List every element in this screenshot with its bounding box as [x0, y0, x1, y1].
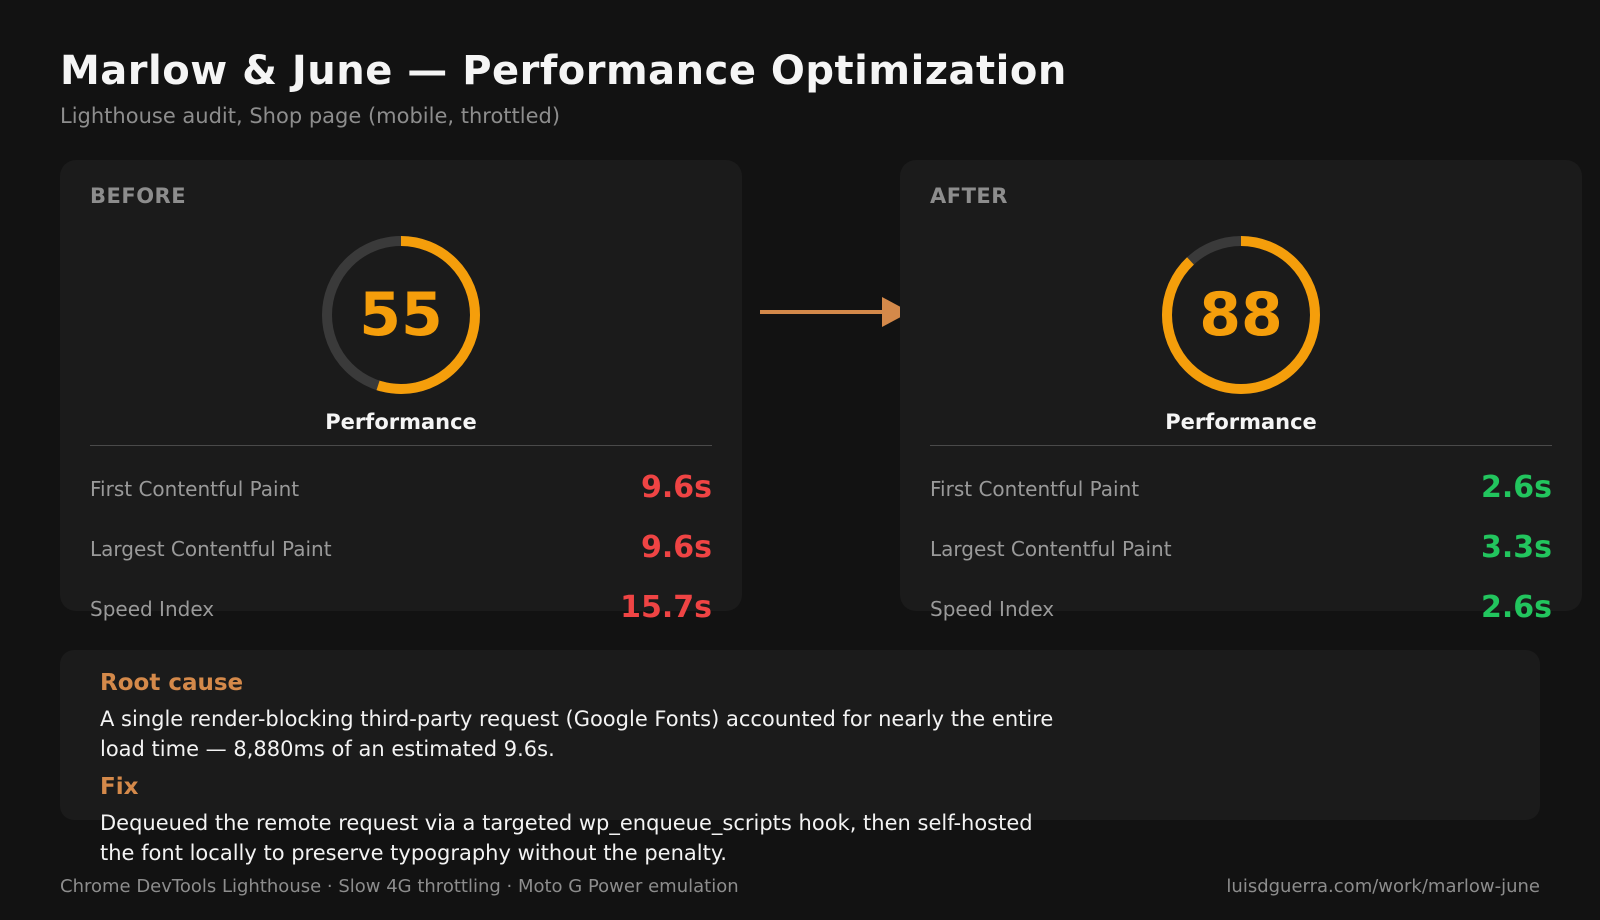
after-label: AFTER: [930, 184, 1008, 208]
root-cause-text: A single render-blocking third-party req…: [100, 707, 1054, 761]
after-score: 88: [1199, 280, 1283, 350]
after-metric-lcp: Largest Contentful Paint 3.3s: [930, 525, 1552, 565]
fix-text: Dequeued the remote request via a target…: [100, 811, 1033, 865]
before-metric-speed-index: Speed Index 15.7s: [90, 585, 712, 625]
before-score-gauge: 55: [316, 230, 486, 400]
metric-value: 9.6s: [640, 470, 712, 505]
metric-value: 9.6s: [640, 530, 712, 565]
after-metric-speed-index: Speed Index 2.6s: [930, 585, 1552, 625]
metric-value: 15.7s: [620, 590, 712, 625]
before-metric-fcp: First Contentful Paint 9.6s: [90, 465, 712, 505]
metric-name: First Contentful Paint: [90, 477, 300, 501]
fix-heading: Fix: [100, 774, 139, 800]
root-cause-heading: Root cause: [100, 670, 244, 696]
before-score: 55: [359, 280, 443, 350]
after-card: AFTER 88 Performance First Contentful Pa…: [900, 160, 1582, 625]
summary-panel: [60, 650, 1540, 820]
footer-source: Chrome DevTools Lighthouse · Slow 4G thr…: [60, 876, 739, 897]
after-score-label: Performance: [1165, 410, 1317, 434]
before-label: BEFORE: [90, 184, 187, 208]
before-divider: [90, 445, 712, 446]
after-metric-fcp: First Contentful Paint 2.6s: [930, 465, 1552, 505]
after-divider: [930, 445, 1552, 446]
metric-name: Largest Contentful Paint: [90, 537, 332, 561]
after-gauge-fill: [1162, 236, 1320, 394]
arrow-right-icon: [760, 297, 910, 327]
page-subtitle: Lighthouse audit, Shop page (mobile, thr…: [60, 104, 561, 128]
metric-name: First Contentful Paint: [930, 477, 1140, 501]
metric-name: Speed Index: [930, 597, 1055, 621]
metric-value: 3.3s: [1480, 530, 1552, 565]
metric-name: Largest Contentful Paint: [930, 537, 1172, 561]
before-score-label: Performance: [325, 410, 477, 434]
after-score-gauge: 88: [1156, 230, 1326, 400]
metric-value: 2.6s: [1480, 590, 1552, 625]
before-gauge-ring: [322, 236, 480, 394]
after-gauge-ring: [1162, 236, 1320, 394]
before-gauge-fill: [322, 236, 480, 394]
metric-value: 2.6s: [1480, 470, 1552, 505]
footer-link[interactable]: luisdguerra.com/work/marlow-june: [1226, 876, 1540, 897]
before-metric-lcp: Largest Contentful Paint 9.6s: [90, 525, 712, 565]
page-title: Marlow & June — Performance Optimization: [60, 48, 1067, 94]
metric-name: Speed Index: [90, 597, 215, 621]
before-card: BEFORE 55 Performance First Contentful P…: [60, 160, 742, 625]
